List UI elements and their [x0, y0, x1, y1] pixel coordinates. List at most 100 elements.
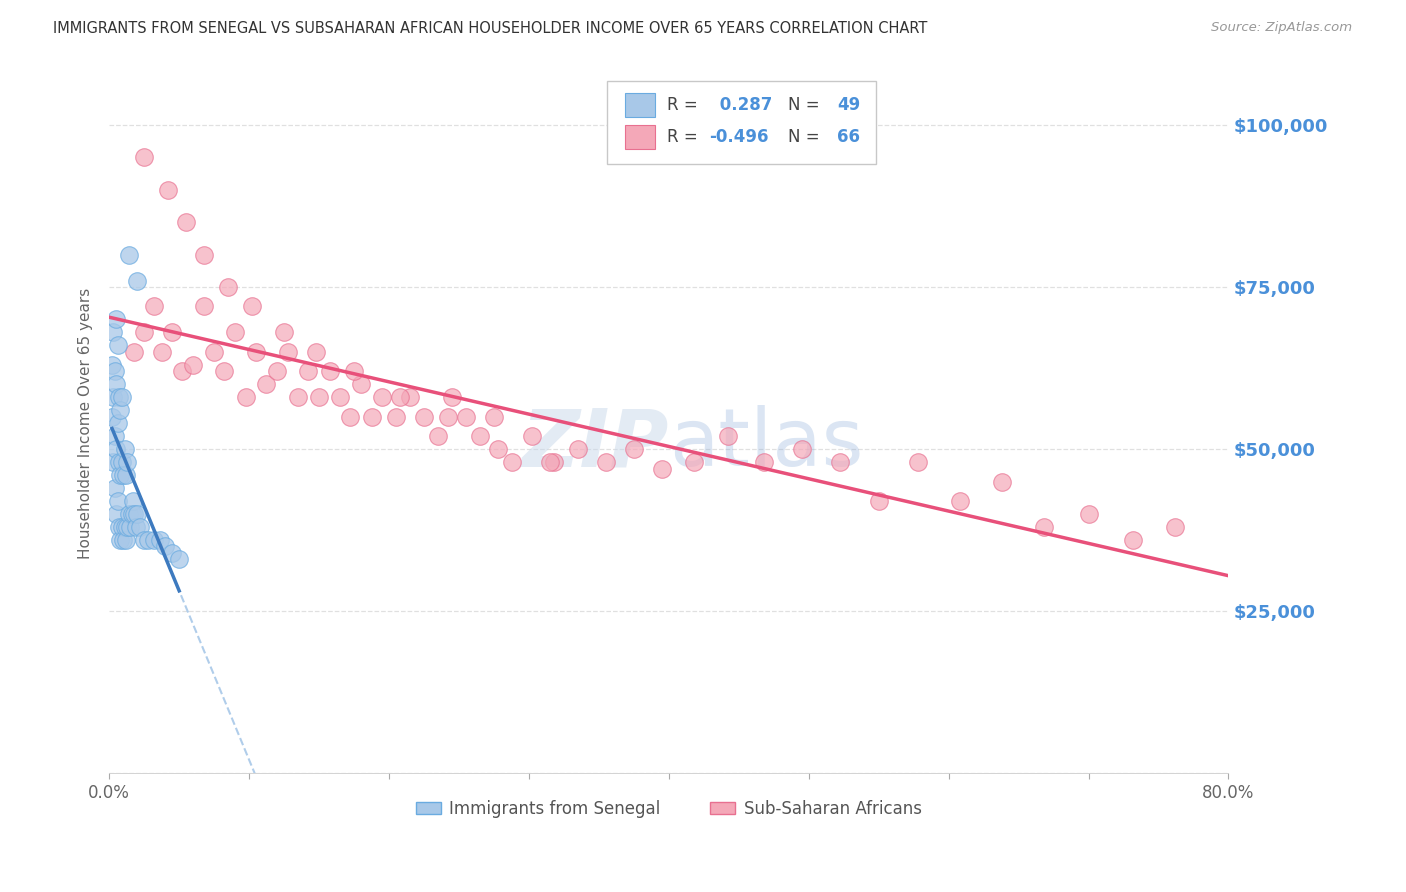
Text: R =: R = — [666, 128, 703, 145]
Point — [111, 455, 134, 469]
Point — [212, 364, 235, 378]
FancyBboxPatch shape — [626, 125, 655, 149]
Point — [440, 390, 463, 404]
Point — [287, 390, 309, 404]
Point — [399, 390, 422, 404]
Point — [371, 390, 394, 404]
Legend: Immigrants from Senegal, Sub-Saharan Africans: Immigrants from Senegal, Sub-Saharan Afr… — [409, 793, 928, 824]
FancyBboxPatch shape — [626, 94, 655, 117]
Point — [167, 552, 190, 566]
Point — [1077, 507, 1099, 521]
Point — [122, 494, 145, 508]
Point — [1164, 520, 1187, 534]
Point — [105, 442, 128, 457]
Y-axis label: Householder Income Over 65 years: Householder Income Over 65 years — [79, 287, 93, 558]
Text: 66: 66 — [837, 128, 859, 145]
Point — [160, 326, 183, 340]
Point — [101, 409, 124, 424]
Point — [134, 533, 156, 547]
Point — [217, 280, 239, 294]
Point — [160, 546, 183, 560]
Point — [235, 390, 257, 404]
Point — [120, 520, 142, 534]
Point — [104, 481, 127, 495]
Point — [567, 442, 589, 457]
Point — [174, 215, 197, 229]
Point — [454, 409, 477, 424]
Point — [752, 455, 775, 469]
Point — [110, 403, 132, 417]
Point — [240, 300, 263, 314]
Point — [305, 344, 328, 359]
Point — [105, 312, 128, 326]
Point — [111, 520, 134, 534]
Point — [437, 409, 460, 424]
Point — [1122, 533, 1144, 547]
Text: 0.287: 0.287 — [714, 96, 772, 114]
Point — [486, 442, 509, 457]
Text: N =: N = — [787, 128, 824, 145]
Point — [125, 520, 148, 534]
Point — [143, 300, 166, 314]
Point — [329, 390, 352, 404]
Point — [134, 326, 156, 340]
Point — [121, 507, 143, 521]
Point — [273, 326, 295, 340]
Point — [468, 429, 491, 443]
Point — [105, 507, 128, 521]
Text: ZIP: ZIP — [522, 405, 669, 483]
Text: N =: N = — [787, 96, 824, 114]
Point — [991, 475, 1014, 489]
Point — [427, 429, 450, 443]
Point — [343, 364, 366, 378]
Point — [107, 338, 129, 352]
Point — [308, 390, 330, 404]
Point — [907, 455, 929, 469]
Point — [103, 390, 125, 404]
Point — [110, 468, 132, 483]
Point — [683, 455, 706, 469]
Point — [339, 409, 361, 424]
Point — [114, 520, 136, 534]
Point — [115, 468, 138, 483]
Point — [790, 442, 813, 457]
Point — [389, 390, 412, 404]
Point — [193, 300, 215, 314]
Point — [105, 377, 128, 392]
Text: atlas: atlas — [669, 405, 863, 483]
FancyBboxPatch shape — [607, 81, 876, 164]
Point — [538, 455, 561, 469]
Point — [108, 455, 131, 469]
Point — [149, 533, 172, 547]
Text: R =: R = — [666, 96, 703, 114]
Point — [385, 409, 408, 424]
Point — [118, 247, 141, 261]
Point — [361, 409, 384, 424]
Point — [193, 247, 215, 261]
Point — [103, 455, 125, 469]
Point — [501, 455, 523, 469]
Point — [124, 507, 146, 521]
Point — [127, 273, 149, 287]
Text: Source: ZipAtlas.com: Source: ZipAtlas.com — [1212, 21, 1353, 34]
Text: -0.496: -0.496 — [709, 128, 769, 145]
Point — [297, 364, 319, 378]
Point — [124, 344, 146, 359]
Point — [717, 429, 740, 443]
Point — [254, 377, 277, 392]
Point — [482, 409, 505, 424]
Text: IMMIGRANTS FROM SENEGAL VS SUBSAHARAN AFRICAN HOUSEHOLDER INCOME OVER 65 YEARS C: IMMIGRANTS FROM SENEGAL VS SUBSAHARAN AF… — [53, 21, 928, 36]
Point — [152, 344, 174, 359]
Point — [543, 455, 565, 469]
Point — [1032, 520, 1054, 534]
Point — [143, 533, 166, 547]
Point — [623, 442, 645, 457]
Text: 49: 49 — [837, 96, 860, 114]
Point — [107, 494, 129, 508]
Point — [117, 455, 139, 469]
Point — [520, 429, 543, 443]
Point — [104, 364, 127, 378]
Point — [110, 533, 132, 547]
Point — [101, 358, 124, 372]
Point — [156, 183, 179, 197]
